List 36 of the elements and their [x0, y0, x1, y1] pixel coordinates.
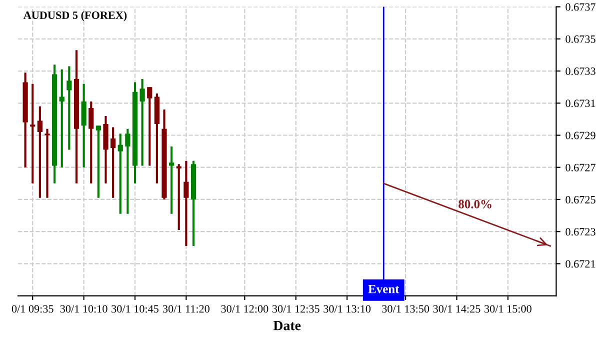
candlestick	[66, 65, 72, 151]
x-tick-label: 30/1 10:45	[112, 305, 158, 313]
x-tick-label: 30/1 15:00	[484, 305, 532, 313]
candlestick	[169, 145, 174, 215]
x-axis-title: Date	[273, 321, 301, 330]
annotation: 80.0%	[458, 200, 492, 208]
y-tick-label: 0.6737	[566, 3, 596, 11]
candlestick	[125, 128, 130, 215]
candlestick	[118, 132, 123, 215]
candlestick	[147, 86, 152, 167]
chart-title: AUDUSD 5 (FOREX)	[23, 11, 127, 22]
y-tick-label: 0.6727	[566, 164, 596, 172]
y-tick-label: 0.6731	[566, 100, 596, 108]
candlestick	[37, 105, 42, 199]
candlestick	[88, 100, 94, 184]
x-tick-label: 30/1 11:20	[163, 305, 210, 313]
x-tick-label: 30/1 14:25	[433, 305, 480, 313]
candlestick	[110, 126, 116, 199]
x-tick-label: 30/1 12:00	[221, 305, 268, 313]
x-tick-label: 30/1 13:10	[324, 305, 371, 313]
y-tick-label: 0.6723	[566, 228, 596, 236]
candlestick	[44, 128, 50, 199]
x-tick-label: 30/1 12:35	[272, 305, 320, 313]
x-tick-label: 30/1 10:10	[60, 305, 108, 313]
candlestick	[184, 160, 189, 248]
candlestick	[59, 68, 64, 168]
y-tick-label: 0.6733	[566, 67, 596, 76]
x-tick-label: 0/1 09:35	[12, 305, 54, 313]
ref-line-label: Event	[368, 284, 400, 294]
candlestick	[140, 78, 145, 167]
x-tick-label: 30/1 13:50	[382, 305, 430, 313]
y-tick-label: 0.6735	[566, 35, 596, 43]
candlestick	[96, 124, 101, 199]
y-tick-label: 0.6729	[566, 132, 596, 140]
y-tick-label: 0.6721	[566, 260, 596, 268]
y-tick-label: 0.6725	[566, 196, 596, 204]
